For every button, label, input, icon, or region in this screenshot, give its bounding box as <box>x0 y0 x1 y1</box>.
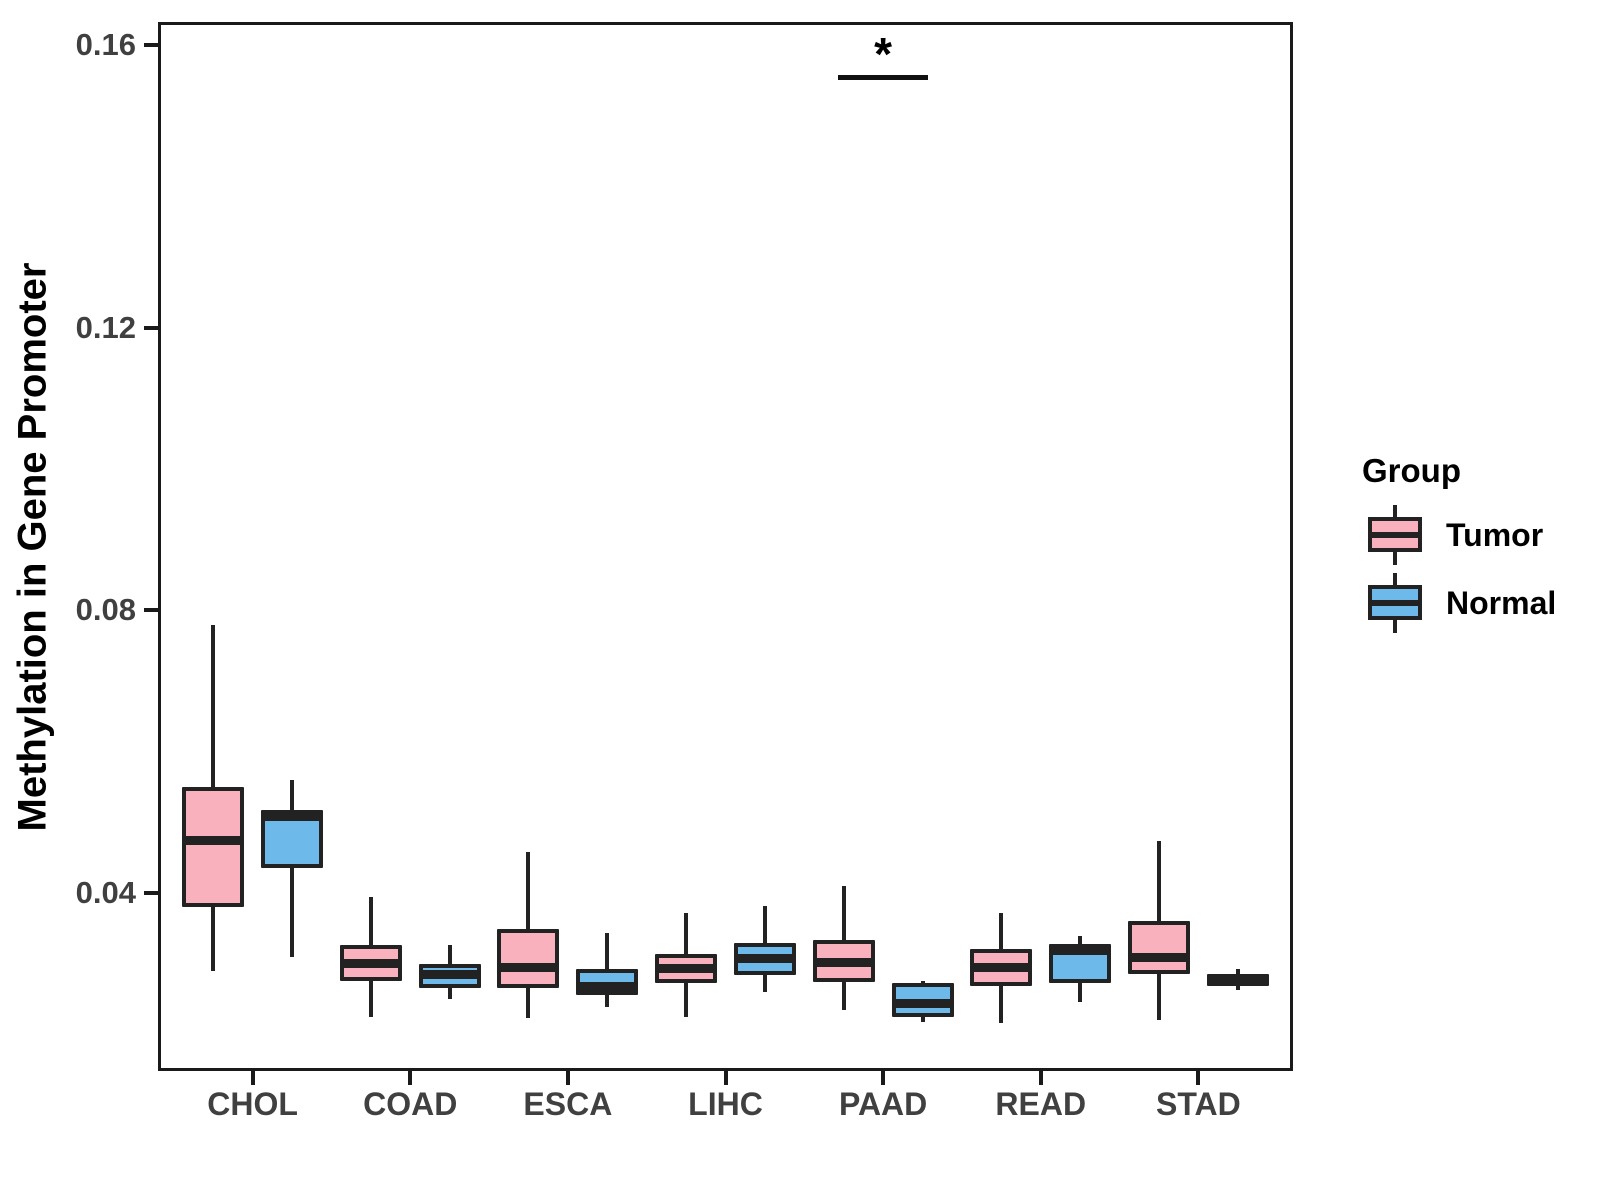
whisker-upper-normal-PAAD <box>920 981 925 983</box>
median-tumor-PAAD <box>812 957 875 967</box>
box-tumor-STAD <box>1127 921 1190 975</box>
x-tick-mark <box>723 1071 728 1085</box>
x-tick-mark <box>1038 1071 1043 1085</box>
whisker-upper-normal-READ <box>1078 936 1083 944</box>
x-tick-label: STAD <box>1156 1086 1241 1122</box>
median-tumor-STAD <box>1127 953 1190 963</box>
x-tick-mark <box>881 1071 886 1085</box>
whisker-upper-normal-LIHC <box>763 905 767 944</box>
x-tick-label: LIHC <box>688 1086 763 1122</box>
median-normal-ESCA <box>576 981 639 991</box>
x-tick-label: ESCA <box>523 1086 613 1122</box>
whisker-upper-normal-COAD <box>447 945 452 964</box>
legend-label: Tumor <box>1446 516 1544 553</box>
median-normal-LIHC <box>734 954 796 964</box>
whisker-lower-normal-LIHC <box>763 974 767 992</box>
x-tick-mark <box>250 1071 255 1085</box>
significance-line <box>838 74 929 80</box>
whisker-upper-tumor-COAD <box>368 896 373 946</box>
median-normal-CHOL <box>261 812 324 822</box>
x-tick-mark <box>408 1071 413 1085</box>
x-tick-label: COAD <box>363 1086 458 1122</box>
y-tick-mark <box>144 43 158 48</box>
whisker-upper-tumor-PAAD <box>841 885 846 940</box>
y-tick-label: 0.08 <box>75 592 136 628</box>
whisker-upper-normal-STAD <box>1235 969 1240 974</box>
whisker-upper-tumor-LIHC <box>684 912 688 954</box>
box-tumor-CHOL <box>182 787 245 908</box>
whisker-lower-tumor-PAAD <box>841 981 846 1010</box>
median-tumor-COAD <box>339 959 402 969</box>
whisker-lower-normal-READ <box>1078 982 1083 1002</box>
legend-boxplot-icon <box>1368 505 1422 565</box>
whisker-lower-tumor-COAD <box>368 980 373 1017</box>
median-normal-PAAD <box>891 999 954 1009</box>
whisker-lower-tumor-CHOL <box>211 907 216 971</box>
y-tick-mark <box>144 325 158 330</box>
median-tumor-ESCA <box>497 962 560 972</box>
median-normal-READ <box>1049 946 1112 956</box>
x-tick-mark <box>565 1071 570 1085</box>
legend-entry-tumor: Tumor <box>1368 504 1543 566</box>
whisker-lower-tumor-ESCA <box>526 987 531 1019</box>
x-tick-label: READ <box>995 1086 1087 1122</box>
median-tumor-CHOL <box>182 835 245 845</box>
whisker-upper-tumor-CHOL <box>211 624 216 788</box>
y-tick-mark <box>144 890 158 895</box>
y-tick-label: 0.12 <box>75 309 136 345</box>
median-tumor-LIHC <box>655 964 717 974</box>
box-tumor-ESCA <box>497 929 560 988</box>
legend-median-line <box>1368 532 1422 538</box>
legend-label: Normal <box>1446 584 1557 621</box>
median-normal-COAD <box>418 970 481 980</box>
whisker-lower-normal-PAAD <box>920 1016 925 1022</box>
median-tumor-READ <box>970 963 1033 973</box>
whisker-lower-normal-CHOL <box>290 868 295 957</box>
legend-boxplot-icon <box>1368 573 1422 633</box>
whisker-lower-tumor-READ <box>999 986 1004 1023</box>
legend-title: Group <box>1362 452 1461 489</box>
median-normal-STAD <box>1206 976 1269 986</box>
significance-star: * <box>874 27 893 80</box>
x-tick-label: CHOL <box>207 1086 298 1122</box>
y-tick-mark <box>144 608 158 613</box>
y-tick-label: 0.16 <box>75 27 136 63</box>
whisker-lower-normal-STAD <box>1235 986 1240 991</box>
whisker-lower-tumor-LIHC <box>684 982 688 1017</box>
y-axis-title: Methylation in Gene Promoter <box>10 262 55 832</box>
whisker-upper-tumor-READ <box>999 912 1004 949</box>
y-tick-label: 0.04 <box>75 874 136 910</box>
whisker-lower-normal-ESCA <box>605 994 610 1007</box>
x-tick-label: PAAD <box>838 1086 928 1122</box>
whisker-lower-normal-COAD <box>447 987 452 999</box>
whisker-upper-normal-CHOL <box>290 779 295 810</box>
whisker-upper-normal-ESCA <box>605 932 610 970</box>
whisker-lower-tumor-STAD <box>1156 974 1161 1021</box>
whisker-upper-tumor-STAD <box>1156 841 1161 922</box>
plot-panel-border <box>158 22 1293 1071</box>
x-tick-mark <box>1196 1071 1201 1085</box>
legend-median-line <box>1368 600 1422 606</box>
legend-entry-normal: Normal <box>1368 572 1556 634</box>
whisker-upper-tumor-ESCA <box>526 852 531 929</box>
